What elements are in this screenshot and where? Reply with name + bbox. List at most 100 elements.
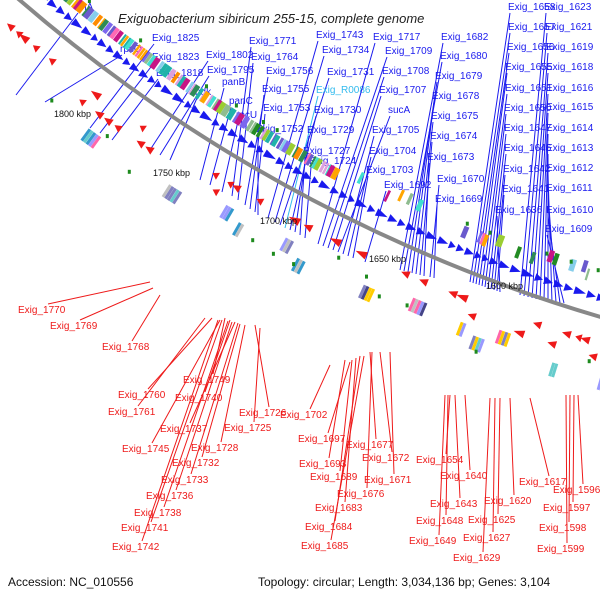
reverse-gene-arrow-13	[114, 125, 123, 133]
feature-block-42	[132, 44, 142, 56]
inner-block-24-2	[363, 287, 373, 302]
gene-label-exig-1732: Exig_1732	[172, 458, 220, 469]
leader-line-exig-1733	[190, 322, 239, 475]
gene-label-exig-1677: Exig_1677	[346, 440, 394, 451]
feature-block-75	[249, 121, 258, 134]
gene-label-exig-1611: Exig_1611	[546, 183, 593, 194]
tick-label-1700: 1700 kbp	[260, 216, 297, 226]
tick-label-1650: 1650 kbp	[369, 254, 406, 264]
forward-gene-arrow-13	[90, 33, 98, 41]
leader-line-exig-1717	[317, 42, 376, 245]
forward-gene-arrow-50	[425, 231, 438, 240]
inner-block-30-0	[455, 321, 464, 336]
feature-block-91	[305, 153, 314, 166]
forward-gene-arrow-45	[374, 208, 388, 218]
feature-block-125	[514, 246, 523, 259]
gc-marker-12	[251, 238, 255, 243]
forward-gene-arrow-53	[455, 243, 464, 252]
feature-block-78	[259, 127, 268, 140]
reverse-feature-track	[80, 128, 600, 392]
feature-block-39	[122, 37, 132, 49]
leader-line-exig-1616	[535, 93, 549, 300]
forward-gene-arrow-24	[183, 100, 192, 108]
feature-block-44	[136, 47, 146, 59]
feature-block-84	[278, 139, 288, 151]
gene-label-exig-1704: Exig_1704	[369, 146, 417, 157]
feature-block-79	[261, 129, 271, 142]
gene-label-recu: recU	[236, 110, 257, 121]
leader-line-exig-1620	[509, 397, 515, 496]
leader-line-exig-1640	[464, 394, 471, 471]
leader-line-exig-1656	[475, 52, 510, 285]
forward-gene-arrow-35	[284, 161, 293, 169]
reverse-gene-arrow-44	[456, 294, 469, 303]
reverse-gene-arrow-45	[467, 313, 477, 321]
forward-gene-arrow-51	[436, 236, 449, 244]
forward-gene-arrow-31	[247, 140, 257, 148]
gene-label-exig-1615: Exig_1615	[546, 102, 594, 113]
forward-gene-arrow-66	[586, 290, 596, 298]
leader-line-exig-1672	[379, 351, 393, 453]
gene-label-exig-1756: Exig_1756	[266, 66, 314, 77]
gene-label-exig-1825: Exig_1825	[152, 33, 200, 44]
feature-block-60	[189, 84, 201, 97]
gene-label-exig-1629: Exig_1629	[453, 553, 501, 564]
leader-line-exig-1760	[147, 317, 213, 390]
leader-line-exig-1726	[254, 324, 270, 408]
gc-marker-14	[292, 262, 296, 267]
gc-marker-7	[127, 169, 131, 174]
gene-label-exig-1761: Exig_1761	[108, 407, 156, 418]
inner-block-15-2	[224, 208, 235, 222]
gene-label-ndk: ndk	[195, 87, 212, 98]
inner-block-7-4	[90, 135, 102, 149]
inner-block-12-1	[164, 185, 175, 200]
gc-marker-16	[365, 274, 368, 279]
feature-block-27	[81, 5, 91, 17]
feature-block-135	[584, 268, 591, 281]
gene-label-exig-1674: Exig_1674	[430, 131, 478, 142]
feature-block-23	[66, 0, 78, 6]
feature-block-47	[143, 52, 154, 65]
feature-block-70	[225, 107, 237, 121]
leader-line-recu	[221, 120, 239, 193]
inner-block-35-1	[551, 363, 559, 378]
gene-label-exig-1702: Exig_1702	[280, 410, 328, 421]
gc-marker-11	[275, 128, 279, 133]
feature-block-49	[149, 56, 161, 70]
leader-line-exig-1680	[403, 61, 443, 272]
feature-block-55	[174, 74, 184, 86]
gc-marker-10	[262, 120, 265, 124]
leader-line-exig-1648	[445, 394, 449, 516]
forward-gene-arrow-8	[46, 0, 57, 8]
feature-block-99	[329, 166, 341, 181]
gene-label-exig-1680: Exig_1680	[440, 51, 488, 62]
forward-gene-arrow-11	[70, 18, 83, 29]
feature-block-72	[234, 112, 246, 126]
gene-label-exig-1693: Exig_1693	[299, 459, 347, 470]
leader-line-exig-1675	[415, 121, 434, 275]
forward-gene-arrow-59	[509, 264, 521, 273]
gene-label-exig-1717: Exig_1717	[373, 32, 421, 43]
inner-block-24-3	[366, 288, 376, 303]
leader-line-exig-1732	[201, 323, 241, 458]
gene-label-exig-1705: Exig_1705	[372, 125, 420, 136]
gc-marker-13	[271, 251, 275, 256]
leader-line-exig-1802	[149, 60, 209, 151]
forward-gene-arrow-57	[488, 256, 499, 265]
gene-label-exig-1650: Exig_1650	[504, 103, 552, 114]
reverse-gene-arrow-23	[212, 189, 221, 197]
gene-label-exig-1619: Exig_1619	[546, 42, 594, 53]
gene-label-exig-1678: Exig_1678	[432, 91, 480, 102]
gene-label-exig-1641: Exig_1641	[502, 184, 550, 195]
gene-label-panc: panC	[229, 96, 253, 107]
gene-label-exig-1649: Exig_1649	[409, 536, 457, 547]
leader-line-exig-1609	[546, 234, 565, 304]
leader-line-exig-1625	[497, 397, 501, 515]
gene-label-exig-1709: Exig_1709	[385, 46, 433, 57]
inner-block-19-0	[279, 237, 289, 252]
gene-label-exig-1697: Exig_1697	[298, 434, 346, 445]
inner-block-31-0	[468, 335, 477, 350]
forward-gene-arrow-44	[366, 204, 376, 212]
forward-gene-arrow-58	[498, 260, 510, 268]
feature-block-59	[188, 83, 197, 95]
